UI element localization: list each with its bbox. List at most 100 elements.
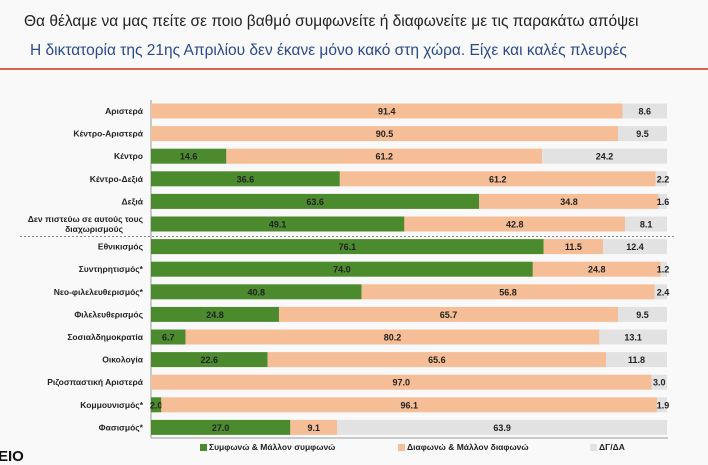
bar-segment xyxy=(617,306,667,322)
bar-segment xyxy=(543,239,604,255)
data-label: 24.8 xyxy=(588,265,606,275)
data-label: 1.6 xyxy=(657,197,670,207)
bar-segment xyxy=(404,216,626,232)
bar-segment xyxy=(267,352,607,368)
data-label: 63.9 xyxy=(493,423,511,433)
bar-segment xyxy=(151,352,268,368)
data-label: 9.5 xyxy=(636,129,649,139)
bar-segment xyxy=(625,216,667,232)
data-label: 14.6 xyxy=(180,152,198,162)
bar-segment xyxy=(622,103,667,119)
data-label: 80.2 xyxy=(384,333,402,343)
data-label: 97.0 xyxy=(392,378,410,388)
category-label: Εθνικισμός xyxy=(98,242,144,252)
bar-segment xyxy=(151,419,291,435)
bar-segment xyxy=(651,374,667,390)
bar-segment xyxy=(151,284,362,300)
data-label: 1.9 xyxy=(657,400,670,410)
data-label: 3.0 xyxy=(653,378,666,388)
data-label: 22.6 xyxy=(201,355,219,365)
bar-segment xyxy=(617,126,667,142)
data-label: 91.4 xyxy=(378,107,396,117)
data-label: 90.5 xyxy=(376,129,394,139)
data-label: 61.2 xyxy=(489,174,507,184)
data-label: 13.1 xyxy=(624,333,642,343)
question-title: Θα θέλαμε να μας πείτε σε ποιο βαθμό συμ… xyxy=(24,13,639,30)
bar-segment xyxy=(479,193,659,209)
legend-label: ΔΓ/ΔΑ xyxy=(599,442,625,452)
data-label: 11.8 xyxy=(628,355,645,365)
statement-subtitle: Η δικτατορία της 21ης Απριλίου δεν έκανε… xyxy=(30,42,627,59)
legend-item-disagree: Διαφωνώ & Μάλλον διαφωνώ xyxy=(398,442,529,452)
legend-item-agree: Συμφωνώ & Μάλλον συμφωνώ xyxy=(200,442,335,452)
bar-segment xyxy=(603,239,667,255)
data-label: 61.2 xyxy=(375,152,393,162)
bar-segment xyxy=(151,329,186,345)
data-label: 9.1 xyxy=(308,423,321,433)
bar-segment xyxy=(151,306,279,322)
data-label: 24.2 xyxy=(596,152,614,162)
data-label: 2.4 xyxy=(657,287,670,297)
category-label: Συντηρητισμός* xyxy=(79,264,144,274)
data-label: 49.1 xyxy=(269,220,287,230)
data-label: 2.2 xyxy=(657,174,670,184)
bar-segment xyxy=(151,148,227,164)
bar-segment xyxy=(151,261,533,277)
data-label: 96.1 xyxy=(400,400,418,410)
bar-segment xyxy=(657,397,667,413)
bar-segment xyxy=(278,306,618,322)
data-label: 74.0 xyxy=(333,265,351,275)
legend-item-dk: ΔΓ/ΔΑ xyxy=(590,442,625,452)
data-label: 56.8 xyxy=(499,287,517,297)
bar-segment xyxy=(290,419,338,435)
category-label: Οικολογία xyxy=(102,355,144,365)
category-label: Νεο-φιλελευθερισμός* xyxy=(54,287,144,297)
data-label: 24.8 xyxy=(206,310,224,320)
data-label: 8.6 xyxy=(639,107,652,117)
category-label: Αριστερά xyxy=(105,106,144,116)
category-label: Κομμουνισμός* xyxy=(80,400,143,410)
data-label: 11.5 xyxy=(565,242,582,252)
category-label: Φιλελευθερισμός xyxy=(74,309,143,319)
category-label: Κέντρο-Αριστερά xyxy=(73,129,143,139)
legend-swatch xyxy=(398,443,405,451)
data-label: 1.2 xyxy=(657,265,670,275)
legend-label: Συμφωνώ & Μάλλον συμφωνώ xyxy=(209,442,336,452)
bar-segment xyxy=(151,193,480,209)
bar-segment xyxy=(532,261,661,277)
bar-segment xyxy=(542,148,667,164)
data-label: 65.6 xyxy=(428,355,446,365)
category-label: Δεν πιστεύω σε αυτούς τους διαχωρισμούς xyxy=(28,214,144,234)
header-divider xyxy=(0,68,708,70)
data-label: 42.8 xyxy=(506,220,524,230)
bar-segment xyxy=(655,171,667,187)
data-label: 2.0 xyxy=(150,400,163,410)
legend-label: Διαφωνώ & Μάλλον διαφωνώ xyxy=(407,442,529,452)
bar-segment xyxy=(660,261,667,277)
bar-segment xyxy=(226,148,543,164)
bar-segment xyxy=(339,171,656,187)
legend-swatch xyxy=(200,443,207,451)
category-label: Φασισμός* xyxy=(99,422,144,432)
bar-segment xyxy=(151,216,405,232)
legend-swatch xyxy=(590,443,597,451)
data-label: 12.4 xyxy=(626,242,644,252)
bar-segment xyxy=(599,329,667,345)
category-label: Σοσιαλδημοκρατία xyxy=(67,332,143,342)
data-label: 6.7 xyxy=(162,333,175,343)
category-label: Κέντρο-Δεξιά xyxy=(90,174,144,184)
bar-segment xyxy=(151,103,623,119)
bar-segment xyxy=(151,126,618,142)
data-label: 65.7 xyxy=(440,310,458,320)
bar-segment xyxy=(337,419,667,435)
category-label: Δεξιά xyxy=(121,196,143,206)
data-label: 36.6 xyxy=(237,174,255,184)
data-label: 40.8 xyxy=(247,287,265,297)
bar-segment xyxy=(161,397,658,413)
category-label: Κέντρο xyxy=(114,151,143,161)
bar-segment xyxy=(606,352,667,368)
bar-segment xyxy=(658,193,667,209)
data-label: 27.0 xyxy=(212,423,230,433)
bar-segment xyxy=(151,374,652,390)
